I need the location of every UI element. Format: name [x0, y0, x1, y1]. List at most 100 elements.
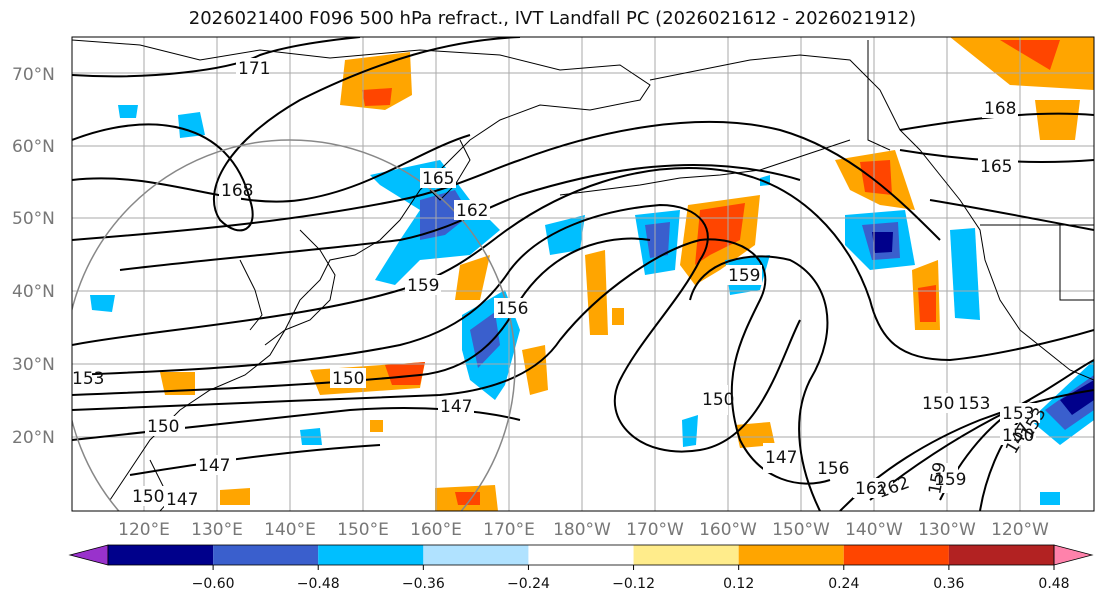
colorbar-tick-label: 0.24 [828, 576, 859, 592]
shade-patch [370, 420, 383, 432]
plot-title: 2026021400 F096 500 hPa refract., IVT La… [188, 8, 917, 29]
japan-coast [264, 229, 336, 346]
shade-patch [90, 295, 115, 312]
shade-patch [950, 37, 1094, 90]
shade-patch [385, 362, 425, 385]
shade-patch [682, 415, 698, 447]
shade-patch [1060, 380, 1094, 415]
shade-patch [1000, 40, 1060, 70]
shade-patch [160, 372, 195, 395]
lon-label: 130°E [191, 520, 243, 540]
contour-label: 165 [422, 169, 454, 189]
colorbar-segment [948, 545, 1054, 565]
colorbar-tick-label: 0.12 [723, 576, 754, 592]
lon-label: 130°W [918, 520, 976, 540]
lon-label: 170°W [626, 520, 684, 540]
colorbar: −0.60 −0.48 −0.36 −0.24 −0.12 0.12 0.24 0.36 0.4… [68, 544, 1094, 592]
lat-label: 30°N [12, 355, 55, 375]
shade-patch [362, 88, 392, 106]
shade-patch [340, 52, 412, 110]
lon-label: 160°E [410, 520, 462, 540]
contour-line [72, 120, 941, 241]
colorbar-segment [318, 545, 424, 565]
shade-patch [918, 285, 936, 322]
contour-label: 147 [440, 397, 472, 417]
contour-label: 171 [238, 59, 270, 79]
contour-label: 153 [958, 394, 990, 414]
shade-patch [178, 112, 205, 138]
contour-label: 156 [817, 459, 849, 479]
lon-label: 160°W [699, 520, 757, 540]
colorbar-tick-label: 0.36 [933, 576, 964, 592]
contour-line [929, 199, 1094, 231]
contour-label: 162 [855, 479, 887, 499]
contour-label: 168 [984, 99, 1016, 119]
contour-label: 153 [1002, 404, 1034, 424]
shade-patch [735, 422, 775, 448]
colorbar-segment [528, 545, 634, 565]
contour-line [72, 134, 471, 203]
alaska-coast [649, 54, 1094, 381]
contour-labels: 171 168 165 162 159 156 153 150 147 168 … [72, 58, 1051, 510]
contour-label: 162 [875, 473, 912, 503]
colorbar-frame [107, 544, 1055, 566]
lon-label: 170°E [483, 520, 535, 540]
contour-label: 150 [922, 394, 954, 414]
colorbar-extend-max [1053, 544, 1094, 566]
contour-line [72, 37, 361, 78]
colorbar-tick-label: −0.48 [297, 576, 340, 592]
contour-label: 165 [980, 157, 1012, 177]
asia-coast [72, 39, 651, 501]
graticule [72, 37, 1094, 511]
contour-line [689, 255, 829, 511]
contour-line [72, 237, 651, 396]
colorbar-tick-label: 0.48 [1038, 576, 1069, 592]
lat-label: 50°N [12, 209, 55, 229]
lon-label: 150°W [772, 520, 830, 540]
colorbar-segment [843, 545, 949, 565]
contour-label: 150 [702, 390, 734, 410]
contour-label: 153 [72, 369, 104, 389]
shade-patch [1035, 100, 1080, 140]
contour-label: 150 [1002, 426, 1034, 446]
colorbar-segment [108, 545, 214, 565]
aleutians [559, 139, 851, 196]
contour-label: 147 [166, 490, 198, 510]
height-contours [72, 37, 1094, 511]
contour-label: 159 [407, 276, 439, 296]
lon-label: 120°E [118, 520, 170, 540]
shade-patch [612, 308, 624, 325]
shade-patch [950, 228, 980, 320]
lat-label: 40°N [12, 282, 55, 302]
latitude-labels: 70°N 60°N 50°N 40°N 30°N 20°N [12, 65, 55, 448]
contour-label: 168 [221, 181, 253, 201]
contour-line [72, 238, 831, 485]
contour-label: 156 [496, 299, 528, 319]
contour-line [129, 444, 381, 476]
shade-patch [860, 160, 892, 195]
na-border [867, 40, 1094, 301]
lat-label: 70°N [12, 65, 55, 85]
lat-label: 20°N [12, 428, 55, 448]
colorbar-segment [423, 545, 529, 565]
shade-patch [872, 232, 893, 253]
contour-line [72, 37, 521, 232]
shade-patch [545, 215, 585, 255]
shade-patch [522, 345, 548, 395]
colorbar-extend-min [68, 544, 109, 566]
colorbar-segment [633, 545, 739, 565]
lat-label: 60°N [12, 137, 55, 157]
shade-patch [1040, 492, 1060, 505]
lon-label: 120°W [991, 520, 1049, 540]
colorbar-segment [738, 545, 844, 565]
shade-patch [118, 105, 138, 118]
shade-patch [220, 488, 250, 505]
shade-patch [455, 255, 490, 300]
map-frame [71, 36, 1095, 512]
longitude-labels: 120°E 130°E 140°E 150°E 160°E 170°E 180°… [118, 520, 1049, 540]
contour-line [72, 167, 1094, 362]
contour-label: 150 [132, 487, 164, 507]
contour-label: 150 [147, 417, 179, 437]
lon-label: 140°W [845, 520, 903, 540]
